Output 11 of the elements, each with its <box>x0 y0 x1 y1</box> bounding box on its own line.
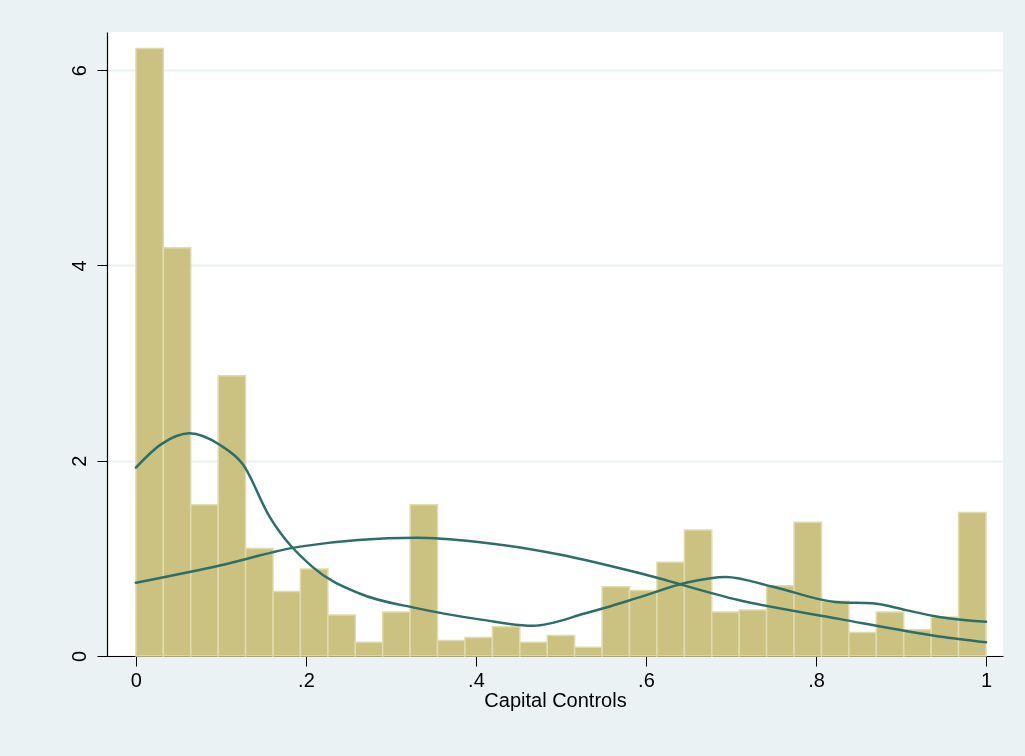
x-tick-label: .6 <box>638 668 655 691</box>
x-tick-label: .8 <box>808 668 825 691</box>
x-tick-label: .4 <box>468 668 485 691</box>
x-tick-label: .2 <box>298 668 315 691</box>
x-axis-title: Capital Controls <box>484 688 627 711</box>
y-tick-label: 4 <box>67 260 90 272</box>
y-tick-label: 6 <box>67 65 90 77</box>
x-tick-label: 1 <box>980 668 993 691</box>
y-tick-label: 0 <box>67 650 90 663</box>
y-tick-label: 2 <box>67 455 90 467</box>
x-tick-label: 0 <box>130 668 142 691</box>
